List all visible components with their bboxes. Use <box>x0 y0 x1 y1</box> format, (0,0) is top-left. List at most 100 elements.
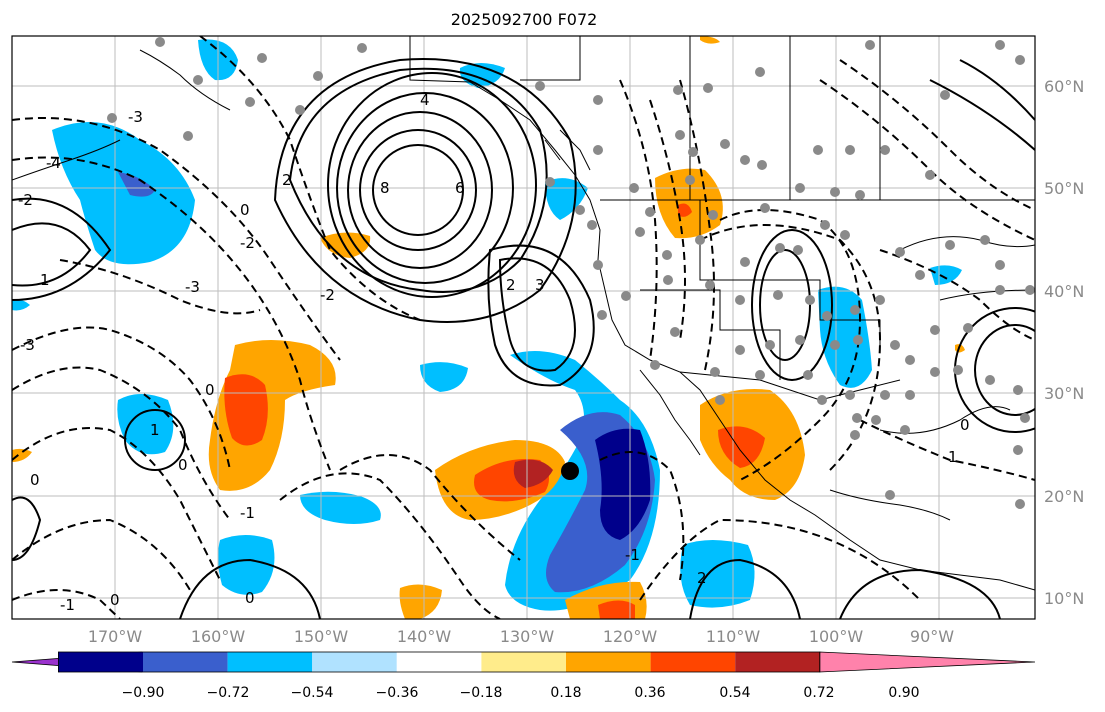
station-dot <box>755 370 765 380</box>
colorbar-tick-label: 0.36 <box>634 685 665 701</box>
station-dot <box>853 335 863 345</box>
station-dot <box>985 375 995 385</box>
station-dot <box>685 175 695 185</box>
colorbar <box>11 651 1036 673</box>
station-dot <box>757 160 767 170</box>
station-dot <box>980 235 990 245</box>
station-dot <box>245 97 255 107</box>
colorbar-segment <box>481 652 566 672</box>
station-dot <box>940 90 950 100</box>
station-dot <box>905 390 915 400</box>
station-dot <box>803 370 813 380</box>
station-dot <box>760 203 770 213</box>
contour-label: 0 <box>178 456 188 474</box>
anomaly-shading <box>12 36 965 619</box>
station-dot <box>755 67 765 77</box>
station-dot <box>635 227 645 237</box>
station-dot <box>915 270 925 280</box>
contour-label: 2 <box>697 569 707 587</box>
station-dot <box>995 285 1005 295</box>
station-dot <box>817 395 827 405</box>
station-dot <box>830 340 840 350</box>
station-dot <box>795 335 805 345</box>
contour-label: -3 <box>185 278 200 296</box>
station-dot <box>735 295 745 305</box>
coastlines <box>12 36 1035 591</box>
station-dot <box>895 247 905 257</box>
contour-label: 2 <box>282 171 292 189</box>
station-dot <box>295 105 305 115</box>
station-dot <box>840 230 850 240</box>
contour-label: 1 <box>40 271 50 289</box>
longitude-labels: 170°W 160°W 150°W 140°W 130°W 120°W 110°… <box>88 627 954 646</box>
station-dot <box>871 415 881 425</box>
colorbar-segment <box>735 652 820 672</box>
station-dot <box>715 395 725 405</box>
contour-label: 2 <box>506 276 516 294</box>
station-dot <box>621 291 631 301</box>
colorbar-segment <box>650 652 736 672</box>
colorbar-segment <box>227 652 313 672</box>
station-dot <box>545 177 555 187</box>
station-dot <box>875 295 885 305</box>
map-title: 2025092700 F072 <box>450 10 598 29</box>
station-dot <box>845 390 855 400</box>
station-dot <box>735 345 745 355</box>
station-dot <box>963 323 973 333</box>
lon-label: 160°W <box>191 627 246 646</box>
station-dot <box>1015 499 1025 509</box>
colorbar-tick-label: −0.90 <box>122 685 165 701</box>
colorbar-tick-label: 0.90 <box>888 685 919 701</box>
lat-label: 50°N <box>1044 179 1084 198</box>
contour-label: -3 <box>128 108 143 126</box>
contour-label: 0 <box>30 471 40 489</box>
contour-label: 0 <box>960 416 970 434</box>
lon-label: 110°W <box>706 627 761 646</box>
station-dot <box>593 260 603 270</box>
colorbar-tick-label: −0.36 <box>376 685 419 701</box>
station-dot <box>850 305 860 315</box>
station-dot <box>1013 445 1023 455</box>
lat-label: 30°N <box>1044 384 1084 403</box>
station-dot <box>703 83 713 93</box>
station-dot <box>900 425 910 435</box>
station-dot <box>945 240 955 250</box>
station-dot <box>597 310 607 320</box>
station-dot <box>183 131 193 141</box>
station-dot <box>650 360 660 370</box>
contour-label: -1 <box>625 546 640 564</box>
station-dot <box>1020 413 1030 423</box>
lon-label: 100°W <box>809 627 864 646</box>
colorbar-tick-label: 0.18 <box>550 685 581 701</box>
station-dot <box>925 170 935 180</box>
station-dot <box>845 145 855 155</box>
colorbar-tick-label: 0.72 <box>803 685 834 701</box>
contour-label: 1 <box>948 448 958 466</box>
station-dot <box>880 390 890 400</box>
station-dot <box>880 145 890 155</box>
station-dot <box>855 190 865 200</box>
contour-label: -4 <box>46 154 61 172</box>
lat-label: 60°N <box>1044 77 1084 96</box>
lon-label: 170°W <box>88 627 143 646</box>
colorbar-segment <box>312 652 397 672</box>
station-dot <box>773 290 783 300</box>
contour-label: -1 <box>60 596 75 614</box>
station-dot <box>688 147 698 157</box>
colorbar-tick-label: −0.72 <box>207 685 250 701</box>
contour-label-group: -4 -3 -3 -3 -2 -2 -2 -1 -1 -1 0 0 0 0 0 … <box>18 91 970 614</box>
latitude-labels: 60°N 50°N 40°N 30°N 20°N 10°N <box>1044 77 1084 608</box>
contour-label: 8 <box>380 179 390 197</box>
station-dot <box>107 113 117 123</box>
station-dot <box>813 145 823 155</box>
station-markers <box>107 37 1035 509</box>
station-dot <box>820 220 830 230</box>
station-dot <box>850 430 860 440</box>
station-dot <box>890 340 900 350</box>
colorbar-extend-high <box>819 651 1036 673</box>
contour-label: 3 <box>535 276 545 294</box>
contour-label: -3 <box>20 336 35 354</box>
station-dot <box>575 205 585 215</box>
cyclone-position-marker <box>561 462 579 480</box>
